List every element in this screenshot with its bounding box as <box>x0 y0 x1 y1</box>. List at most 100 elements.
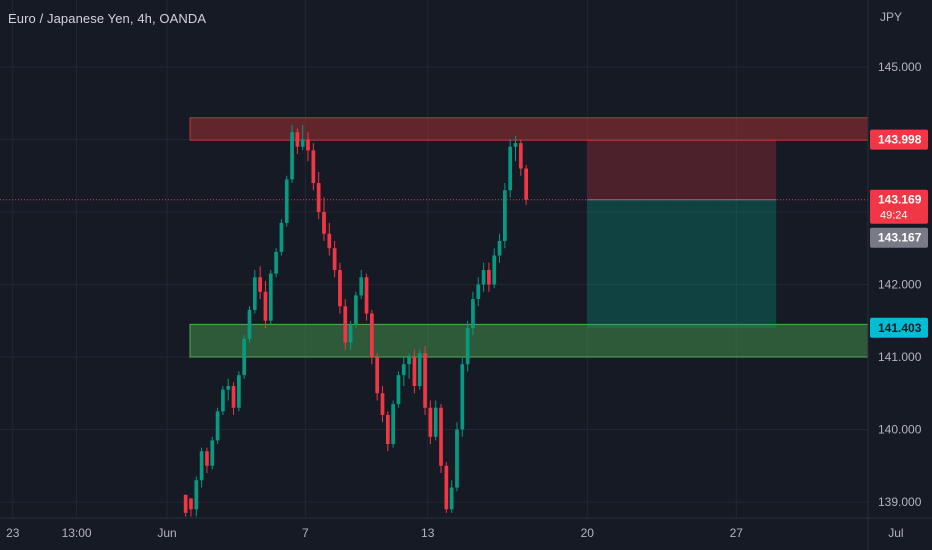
candle <box>380 386 385 423</box>
candle-body <box>322 212 326 234</box>
candle <box>455 422 459 492</box>
candle <box>348 320 353 350</box>
candle-body <box>316 183 321 212</box>
x-tick-label: Jul <box>888 526 903 540</box>
candle <box>481 262 486 292</box>
candle <box>290 125 294 183</box>
candle-body <box>279 222 284 252</box>
position-target-area <box>587 199 777 328</box>
candle <box>417 349 422 390</box>
candle-body <box>433 407 438 437</box>
candle-body <box>497 241 502 256</box>
candle-body <box>370 313 374 357</box>
x-tick-label: 13:00 <box>62 526 92 540</box>
symbol-title[interactable]: Euro / Japanese Yen, 4h, OANDA <box>8 11 207 26</box>
candle <box>338 262 342 314</box>
candle-body <box>199 451 204 481</box>
x-tick-label: 13 <box>421 526 435 540</box>
candle <box>242 335 247 379</box>
candle-body <box>465 328 470 365</box>
candle-body <box>460 364 465 430</box>
candle-body <box>290 132 294 180</box>
candle-body <box>354 295 358 325</box>
candle <box>231 382 236 415</box>
candle <box>189 498 193 517</box>
x-tick-label: 27 <box>730 526 744 540</box>
target-price-label-bg <box>870 317 928 338</box>
candle <box>444 462 449 513</box>
candle-body <box>274 251 278 274</box>
candle <box>513 135 518 162</box>
candle <box>518 139 523 176</box>
candle-body <box>348 324 353 343</box>
candle <box>370 309 374 365</box>
countdown-label: 49:24 <box>880 210 908 222</box>
candle <box>460 357 465 437</box>
candle <box>263 280 268 328</box>
candle-body <box>407 357 411 365</box>
candle-body <box>284 179 289 223</box>
last-price-label-bg <box>870 189 928 224</box>
candle-body <box>396 375 401 405</box>
candle <box>364 273 369 321</box>
candle-body <box>375 357 380 394</box>
support-zone <box>189 323 869 358</box>
price-axis <box>868 0 932 550</box>
candle <box>401 357 406 386</box>
candle-body <box>417 353 422 386</box>
candle-body <box>338 270 342 307</box>
candle <box>476 277 481 307</box>
y-tick-label: 139.000 <box>878 495 922 509</box>
candle <box>428 400 433 444</box>
candle-body <box>428 407 433 437</box>
candle-body <box>247 309 252 339</box>
candle <box>375 353 380 401</box>
candle-body <box>444 465 449 510</box>
candle <box>306 132 310 162</box>
target-price-label: 141.403 <box>878 321 922 335</box>
candle <box>327 222 332 256</box>
candle-body <box>252 277 257 310</box>
candle <box>465 320 470 372</box>
candle-body <box>210 440 215 466</box>
candle <box>492 248 497 289</box>
candle <box>449 480 454 513</box>
candle-body <box>295 132 300 147</box>
candle-body <box>508 146 513 191</box>
candle-body <box>513 143 518 147</box>
candle <box>183 494 188 517</box>
candle-body <box>492 255 497 285</box>
candle <box>354 291 358 328</box>
candle <box>385 411 390 452</box>
candle-body <box>518 143 523 169</box>
candle <box>237 371 241 412</box>
candle <box>226 378 231 401</box>
candle-body <box>364 277 369 314</box>
candle-body <box>471 299 475 328</box>
candle-body <box>476 284 481 299</box>
candle <box>316 172 321 220</box>
candle-body <box>194 480 199 510</box>
candle-body <box>332 248 337 270</box>
candle-body <box>242 338 247 376</box>
currency-label: JPY <box>880 10 903 24</box>
candle <box>322 197 326 241</box>
bid-price-label-bg <box>870 227 928 248</box>
candle <box>247 306 252 343</box>
candle <box>412 349 417 394</box>
candle <box>407 353 411 379</box>
candle <box>396 371 401 408</box>
x-tick-label: 23 <box>6 526 20 540</box>
candle-body <box>189 498 193 510</box>
candle <box>284 175 289 227</box>
candle-body <box>263 291 268 321</box>
candle-body <box>258 277 262 292</box>
candle <box>311 143 316 191</box>
candle <box>221 386 225 415</box>
candle <box>194 476 199 517</box>
candle-body <box>524 168 528 200</box>
y-tick-label: 140.000 <box>878 423 922 437</box>
candle <box>433 400 438 441</box>
